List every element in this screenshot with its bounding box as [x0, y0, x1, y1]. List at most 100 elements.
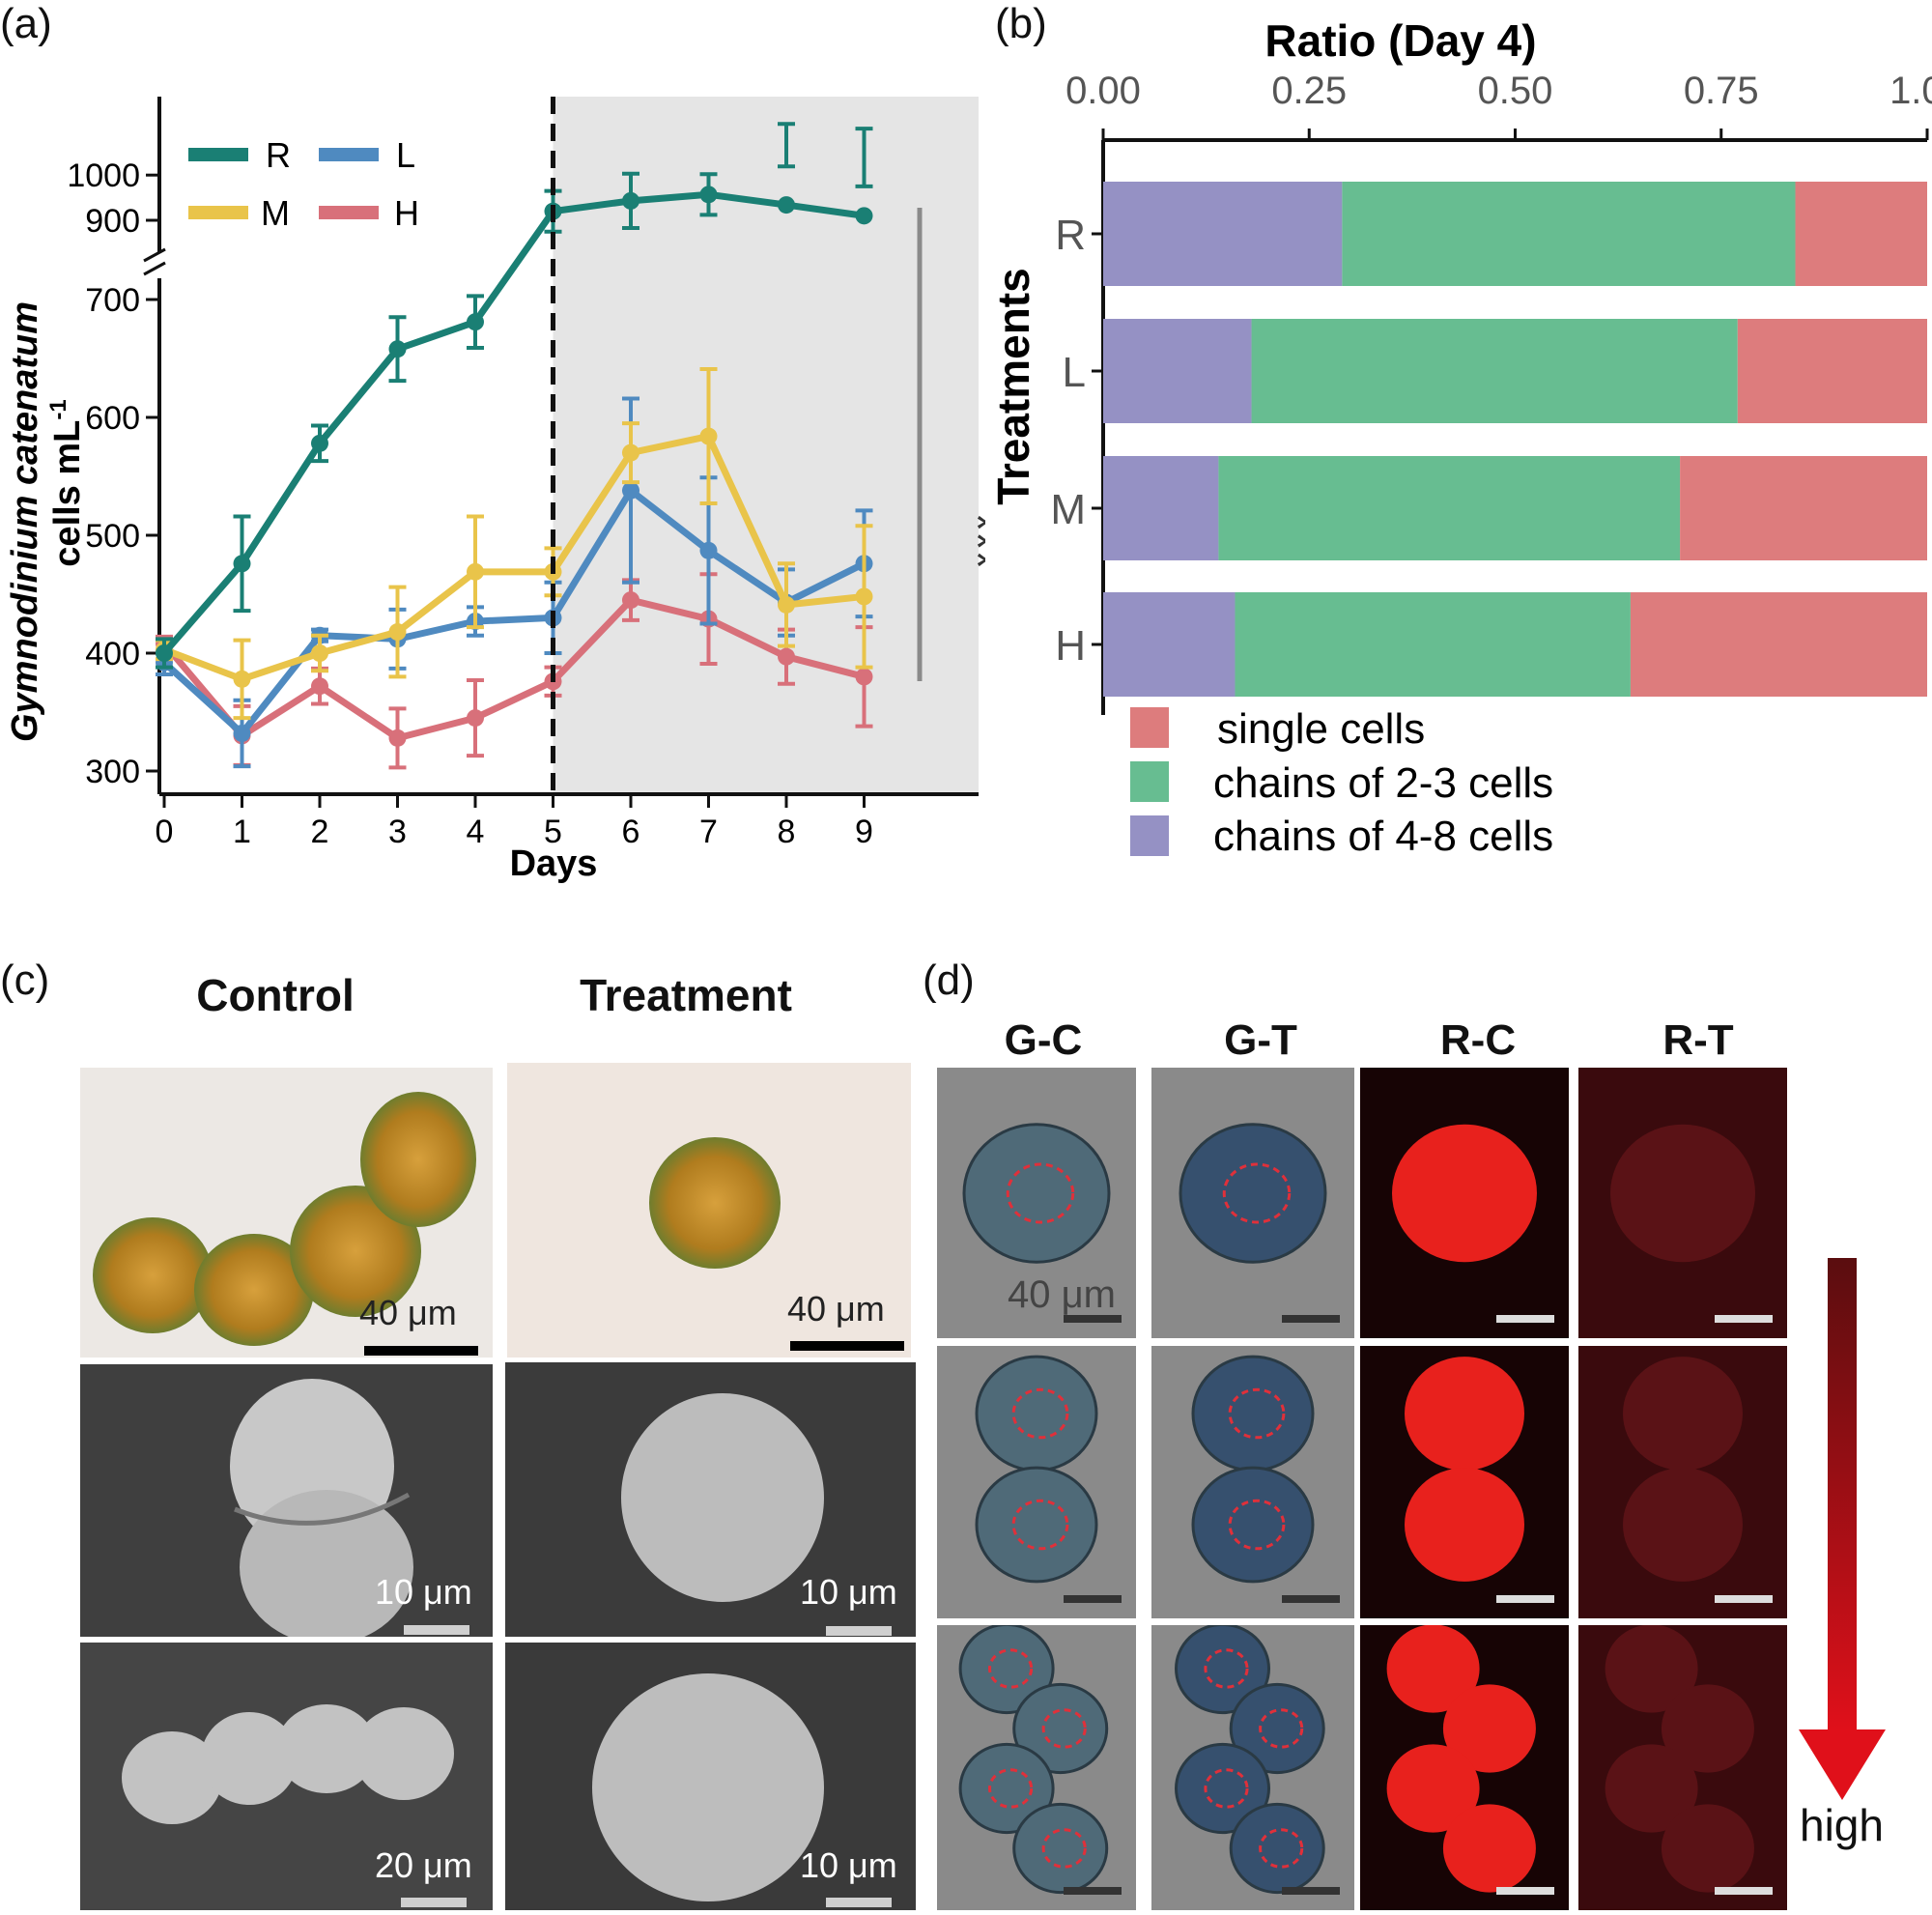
- y-tick-label: 900: [85, 203, 140, 240]
- scale-bar: [1715, 1887, 1773, 1895]
- y-tick-label: H: [1055, 622, 1086, 670]
- panel-b-label: (b): [995, 0, 1047, 47]
- data-point: [855, 668, 873, 686]
- significance-stars: ***: [951, 513, 985, 569]
- cell: [1012, 1682, 1109, 1775]
- stain-image-r-t-row2: [1578, 1346, 1787, 1618]
- cell: [975, 1355, 1098, 1472]
- x-tick-label: 8: [778, 814, 796, 850]
- series-r: [156, 122, 873, 670]
- bar-segment: [1630, 592, 1927, 697]
- legend-label-r: R: [266, 135, 291, 175]
- stain-image-r-t-row1: [1578, 1068, 1787, 1338]
- x-tick-label: 0.50: [1478, 70, 1553, 112]
- legend-label-h: H: [394, 193, 419, 233]
- nucleus-outline: [1228, 1387, 1286, 1440]
- series-line: [161, 190, 865, 656]
- scale-bar: [1496, 1595, 1554, 1603]
- series-line: [161, 596, 866, 742]
- series-line: [161, 485, 867, 739]
- data-point: [388, 729, 407, 747]
- scale-label-control-2: 10 μm: [375, 1572, 472, 1612]
- y-tick-label: 400: [85, 636, 140, 672]
- cell: [958, 1625, 1055, 1715]
- nucleus-outline: [1222, 1162, 1292, 1224]
- legend-label-single: single cells: [1217, 705, 1425, 753]
- x-tick-label: 1: [233, 814, 251, 850]
- cell: [1405, 1468, 1524, 1582]
- bar-segment: [1795, 182, 1927, 286]
- scale-bar: [1715, 1315, 1773, 1323]
- y-tick-label: L: [1063, 349, 1086, 396]
- scale-bar-control-2: [404, 1625, 469, 1635]
- x-tick-label: 6: [622, 814, 640, 850]
- nucleus-outline: [988, 1768, 1034, 1809]
- nucleus-outline: [1204, 1768, 1249, 1809]
- data-point: [622, 481, 639, 500]
- chart-legend: single cells chains of 2-3 cells chains …: [1130, 705, 1553, 860]
- stain-image-r-c-row1: [1360, 1068, 1569, 1338]
- y-axis-units-label: cells mL-1: [45, 399, 88, 566]
- column-title-gt: G-T: [1224, 1016, 1297, 1064]
- data-point: [622, 591, 639, 610]
- stain-image-r-t-row3: [1578, 1625, 1787, 1910]
- cell: [962, 1123, 1111, 1264]
- bar-segment: [1251, 319, 1738, 423]
- stain-image-g-t-row1: [1151, 1068, 1354, 1338]
- column-title-control: Control: [196, 970, 355, 1020]
- y-tick-label: 1000: [67, 157, 140, 194]
- legend-swatch-chain48: [1130, 815, 1169, 856]
- legend-label-m: M: [261, 193, 290, 233]
- scale-bar-treatment-3: [826, 1898, 892, 1907]
- ratio-stacked-bar-chart: Ratio (Day 4) 0.00 0.25 0.50 0.75 1.00 R L M H T…: [988, 15, 1932, 860]
- chart-bars: [1103, 182, 1927, 697]
- legend-label-chain23: chains of 2-3 cells: [1213, 759, 1553, 807]
- nucleus-outline: [1041, 1708, 1087, 1749]
- scale-bar: [1715, 1595, 1773, 1603]
- data-point: [778, 595, 795, 614]
- control-sem-image-1: [80, 1364, 493, 1637]
- scale-bar: [1064, 1595, 1122, 1603]
- bar-segment: [1103, 456, 1219, 560]
- data-point: [622, 191, 639, 210]
- arrow-label-high: high: [1800, 1800, 1884, 1850]
- bar-segment: [1680, 456, 1927, 560]
- scale-bar-treatment-1: [790, 1341, 904, 1351]
- data-point: [778, 196, 795, 214]
- scale-label-control-3: 20 μm: [375, 1845, 472, 1885]
- chart-series: [156, 122, 873, 770]
- x-tick-label: 0.00: [1065, 70, 1141, 112]
- growth-line-chart: 300 400 500 600 700 900 1000 0 1 2 3 4 5 6 7 8 9 *** Gym…: [5, 97, 985, 884]
- cell: [1623, 1357, 1743, 1471]
- chart-axes: 300 400 500 600 700 900 1000 0 1 2 3 4 5 6 7 8 9: [67, 97, 979, 850]
- panel-d-label: (d): [923, 957, 975, 1004]
- column-title-rt: R-T: [1662, 1016, 1734, 1064]
- x-tick-label: 9: [855, 814, 873, 850]
- data-point: [778, 647, 795, 666]
- legend-swatch-h: [319, 206, 379, 219]
- data-point: [233, 724, 251, 742]
- axis-break-mark: [143, 247, 166, 263]
- stain-image-r-c-row2: [1360, 1346, 1569, 1618]
- cell: [958, 1742, 1055, 1835]
- y-tick-label: M: [1050, 486, 1086, 533]
- scale-label-control-1: 40 μm: [359, 1293, 457, 1332]
- x-tick-label: 0.75: [1684, 70, 1759, 112]
- cell: [1191, 1355, 1315, 1472]
- y-tick-label: R: [1055, 212, 1086, 259]
- scale-bar-treatment-2: [826, 1626, 892, 1636]
- legend-swatch-chain23: [1130, 761, 1169, 802]
- nucleus-outline: [1011, 1387, 1069, 1440]
- data-point: [699, 186, 718, 204]
- x-tick-label: 1.00: [1889, 70, 1932, 112]
- scale-label-treatment-1: 40 μm: [787, 1289, 885, 1329]
- scale-bar: [1282, 1887, 1340, 1895]
- data-point: [622, 443, 639, 462]
- y-axis-species-label: Gymnodinium catenatum: [5, 301, 45, 742]
- bar-segment: [1103, 319, 1252, 423]
- cell: [1610, 1124, 1755, 1263]
- scale-label-gc: 40 μm: [1008, 1273, 1116, 1316]
- legend-swatch-m: [188, 206, 248, 219]
- legend-label-chain48: chains of 4-8 cells: [1213, 813, 1553, 860]
- cell: [1175, 1625, 1270, 1715]
